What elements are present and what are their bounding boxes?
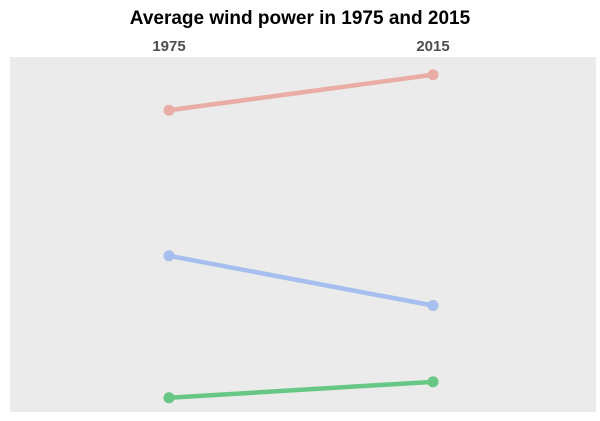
series-line-3 <box>166 379 436 401</box>
series-1-point-2015 <box>427 69 439 81</box>
series-1-point-1975 <box>163 104 175 116</box>
plot-panel <box>10 57 596 412</box>
chart-title: Average wind power in 1975 and 2015 <box>130 8 471 29</box>
series-2-point-1975 <box>163 250 175 262</box>
series-line-2 <box>166 253 436 308</box>
x-tick-label-1975: 1975 <box>152 38 185 55</box>
series-3-point-1975 <box>163 392 175 404</box>
x-tick-label-2015: 2015 <box>416 38 449 55</box>
series-line-1 <box>166 72 436 113</box>
series-3-point-2015 <box>427 376 439 388</box>
series-2-point-2015 <box>427 300 439 311</box>
series-marks <box>163 69 439 404</box>
